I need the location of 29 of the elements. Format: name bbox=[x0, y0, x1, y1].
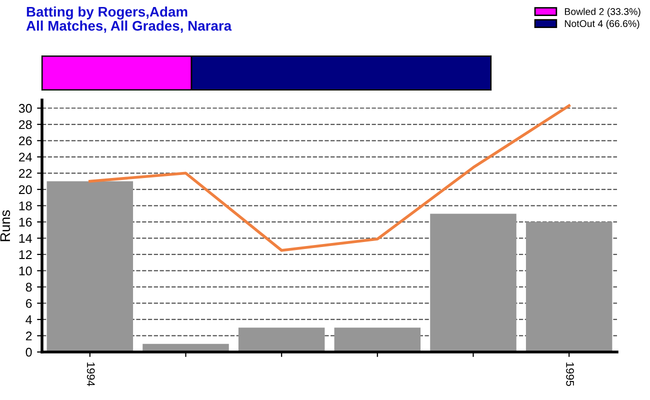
y-tick-label: 18 bbox=[19, 201, 32, 210]
bar bbox=[238, 328, 325, 352]
y-axis-title: Runs bbox=[0, 210, 10, 242]
chart-subtitle: All Matches, All Grades, Narara bbox=[26, 20, 232, 33]
y-tick-label: 20 bbox=[19, 185, 32, 194]
y-tick-label: 8 bbox=[26, 282, 32, 292]
y-tick-label: 24 bbox=[19, 152, 32, 162]
legend-label: NotOut 4 (66.6%) bbox=[564, 20, 640, 29]
y-tick-label: 4 bbox=[26, 315, 32, 324]
bar bbox=[334, 328, 421, 352]
x-tick-label: 1995 bbox=[566, 362, 574, 386]
y-tick-label: 28 bbox=[19, 120, 32, 130]
y-tick-label: 2 bbox=[26, 332, 32, 340]
y-tick-label: 22 bbox=[19, 168, 32, 178]
bar bbox=[430, 214, 516, 352]
y-tick-label: 14 bbox=[19, 234, 32, 243]
y-tick-label: 12 bbox=[19, 250, 32, 259]
y-tick-label: 10 bbox=[19, 266, 32, 276]
y-tick-label: 6 bbox=[26, 299, 32, 308]
bar bbox=[526, 222, 612, 352]
bar bbox=[46, 181, 134, 352]
legend-label: Bowled 2 (33.3%) bbox=[564, 8, 640, 17]
y-tick-label: 0 bbox=[26, 348, 32, 357]
line-series bbox=[88, 104, 570, 252]
chart-title: Batting by Rogers,Adam bbox=[26, 6, 188, 20]
y-tick-label: 26 bbox=[19, 136, 32, 146]
y-tick-label: 30 bbox=[18, 104, 32, 113]
x-tick-label: 1994 bbox=[86, 362, 95, 386]
y-tick-label: 16 bbox=[19, 218, 32, 227]
